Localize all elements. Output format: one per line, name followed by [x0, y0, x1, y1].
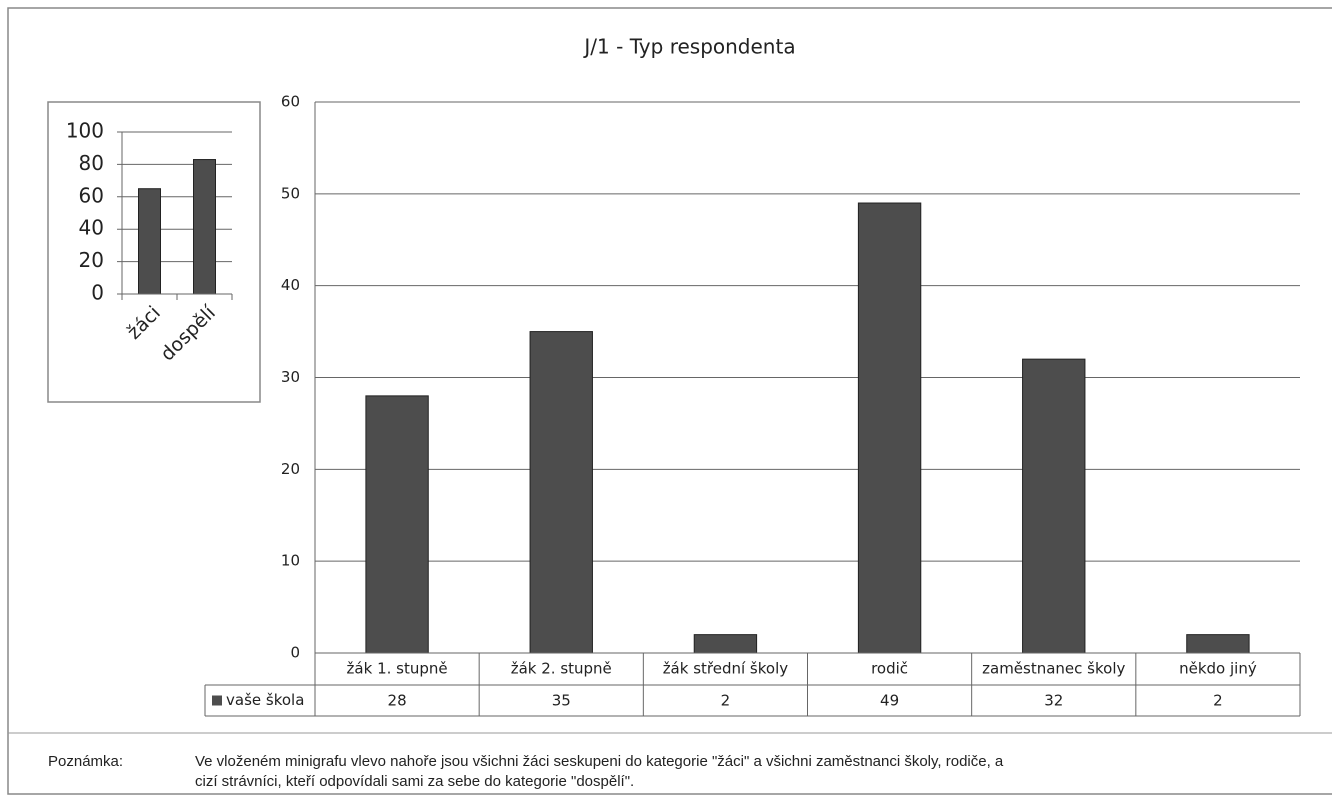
y-tick-label: 40 — [79, 216, 104, 240]
bar — [529, 331, 593, 654]
x-tick-label: žáci — [123, 302, 165, 344]
chart-title: J/1 - Typ respondenta — [582, 35, 795, 59]
mini-frame — [47, 101, 261, 403]
y-tick-label: 100 — [66, 119, 104, 143]
data-label: 49 — [880, 692, 899, 710]
bar — [1186, 634, 1250, 654]
y-tick-label: 30 — [281, 368, 300, 386]
bar — [1022, 358, 1086, 654]
data-label: 2 — [1213, 692, 1223, 710]
note-text: Ve vloženém minigrafu vlevo nahoře jsou … — [195, 753, 1004, 770]
bar — [693, 634, 758, 654]
y-tick-label: 0 — [91, 281, 104, 305]
y-tick-label: 20 — [281, 460, 300, 478]
x-tick-label: někdo jiný — [1179, 660, 1257, 678]
legend-swatch — [212, 695, 222, 706]
x-tick-label: žák 2. stupně — [511, 660, 612, 678]
y-tick-label: 60 — [79, 183, 104, 207]
y-tick-label: 10 — [281, 552, 300, 570]
data-label: 2 — [721, 692, 731, 710]
y-tick-label: 20 — [79, 248, 104, 272]
bar — [365, 395, 429, 654]
y-tick-label: 50 — [281, 184, 300, 202]
y-tick-label: 80 — [79, 151, 104, 175]
bar — [193, 159, 216, 295]
data-label: 35 — [552, 692, 571, 710]
note-text: cizí strávníci, kteří odpovídali sami za… — [195, 773, 634, 790]
note-label: Poznámka: — [48, 753, 123, 770]
data-label: 28 — [388, 692, 407, 710]
y-tick-label: 60 — [281, 93, 300, 111]
bar — [857, 202, 922, 654]
y-tick-label: 40 — [281, 276, 300, 294]
y-tick-label: 0 — [290, 644, 300, 662]
bar — [138, 188, 161, 295]
frame — [7, 7, 1332, 795]
x-tick-label: žák 1. stupně — [347, 660, 448, 678]
x-tick-label: zaměstnanec školy — [982, 660, 1125, 678]
x-tick-label: žák střední školy — [663, 660, 789, 678]
x-tick-label: dospělí — [156, 301, 220, 365]
x-tick-label: rodič — [871, 660, 908, 678]
legend-label: vaše škola — [226, 691, 304, 709]
data-label: 32 — [1044, 692, 1063, 710]
